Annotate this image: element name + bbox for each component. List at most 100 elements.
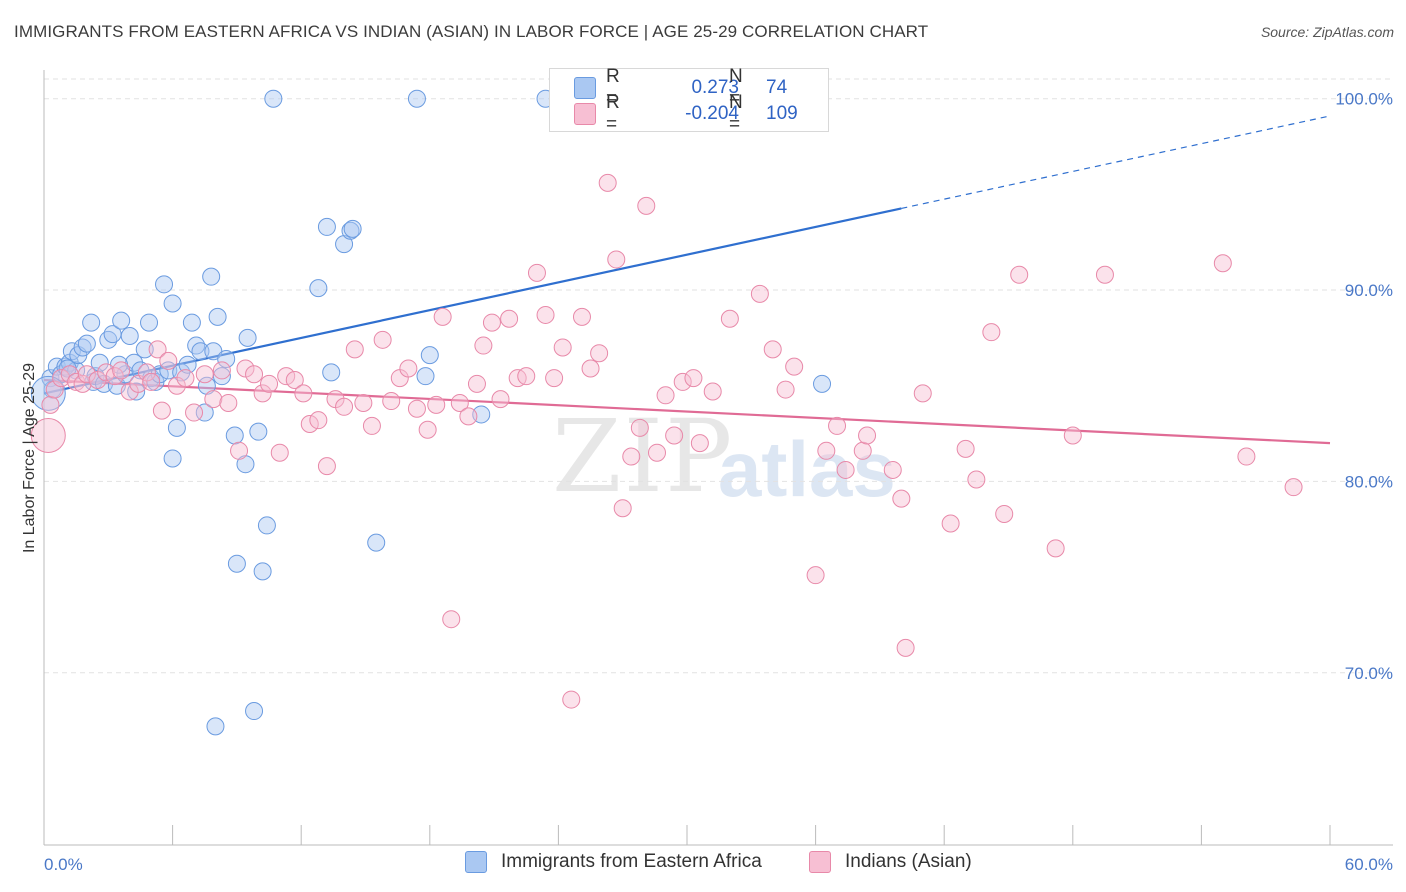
data-point (613, 499, 632, 518)
data-point (230, 441, 249, 460)
legend-swatch-blue (465, 851, 487, 873)
data-point (163, 294, 182, 313)
data-point (817, 441, 836, 460)
data-point (253, 384, 272, 403)
data-point (673, 372, 692, 391)
data-point (1010, 265, 1029, 284)
data-point (656, 386, 675, 405)
data-point (836, 460, 855, 479)
data-point (120, 326, 139, 345)
legend-swatch-blue (574, 77, 596, 99)
data-point (459, 407, 478, 426)
legend-r-label: R = (606, 66, 620, 109)
data-point (176, 369, 195, 388)
data-point (442, 610, 461, 629)
data-point (245, 702, 264, 721)
data-point (137, 363, 156, 382)
watermark-zip: ZIP (552, 398, 735, 515)
data-point (41, 395, 60, 414)
data-point (622, 447, 641, 466)
trend-line-extension-0 (901, 115, 1331, 210)
data-point (285, 371, 304, 389)
data-point (354, 393, 373, 412)
data-point (598, 173, 617, 192)
data-point (517, 367, 536, 386)
data-point (703, 382, 722, 401)
data-point (407, 89, 426, 108)
data-point (191, 342, 210, 361)
data-point (67, 372, 86, 391)
data-point (178, 355, 197, 374)
data-point (607, 250, 626, 269)
data-point (112, 361, 131, 380)
data-point (720, 309, 739, 328)
data-point (185, 403, 204, 422)
data-point (690, 434, 709, 453)
legend-n-label: N = (729, 92, 743, 135)
legend-n-value: 74 (766, 77, 788, 98)
data-point (159, 351, 178, 370)
data-point (1237, 447, 1256, 466)
data-point (163, 449, 182, 468)
data-point (474, 336, 493, 355)
data-point (317, 217, 336, 236)
data-point (630, 418, 649, 437)
legend-r-label: R = (606, 92, 620, 135)
data-point (204, 390, 223, 409)
data-point (142, 372, 161, 391)
source-note: Source: ZipAtlas.com (1260, 24, 1394, 40)
data-point (135, 340, 154, 359)
data-point (572, 307, 591, 326)
data-point (212, 361, 231, 380)
data-point (45, 380, 64, 399)
data-point (967, 470, 986, 489)
data-point (202, 267, 221, 286)
data-point (382, 392, 401, 411)
data-point (249, 422, 268, 441)
data-point (590, 344, 609, 363)
legend-item-indians[interactable]: Indians (Asian) (809, 851, 972, 873)
axis-labels: 70.0% 80.0% 90.0% 100.0% 0.0% 60.0% In Labor F… (21, 90, 1393, 874)
legend-n-value: 109 (766, 103, 798, 124)
data-point (941, 514, 960, 533)
data-point (127, 382, 146, 401)
data-point (52, 369, 71, 388)
data-point (253, 562, 272, 581)
data-point (399, 359, 418, 378)
data-point (208, 307, 227, 326)
data-point (553, 338, 572, 357)
data-point (545, 369, 564, 388)
data-point (367, 533, 386, 552)
data-point (416, 367, 435, 386)
data-point (853, 441, 872, 460)
data-point (1063, 426, 1082, 445)
data-point (217, 349, 236, 368)
legend-item-eastern-africa[interactable]: Immigrants from Eastern Africa (465, 851, 762, 873)
data-point (309, 411, 328, 430)
data-point (785, 357, 804, 376)
y-tick-label: 70.0% (1345, 664, 1393, 683)
x-tick-label: 0.0% (44, 855, 83, 874)
legend-label: Indians (Asian) (845, 851, 972, 872)
data-point (270, 443, 289, 462)
data-point (806, 566, 825, 585)
data-point (637, 196, 656, 215)
data-point (647, 443, 666, 462)
data-point (335, 397, 354, 416)
data-point (152, 401, 171, 420)
data-point (407, 399, 426, 418)
data-point (1213, 254, 1232, 273)
data-point (813, 374, 832, 393)
data-point (131, 361, 150, 380)
data-point (148, 340, 167, 359)
data-point (322, 363, 341, 382)
data-point (418, 420, 437, 439)
data-point (776, 380, 795, 399)
data-point (345, 340, 364, 359)
data-point (858, 426, 877, 445)
y-axis-title: In Labor Force | Age 25-29 (21, 363, 38, 553)
data-point (913, 384, 932, 403)
data-point (112, 311, 131, 330)
data-point (195, 403, 214, 422)
